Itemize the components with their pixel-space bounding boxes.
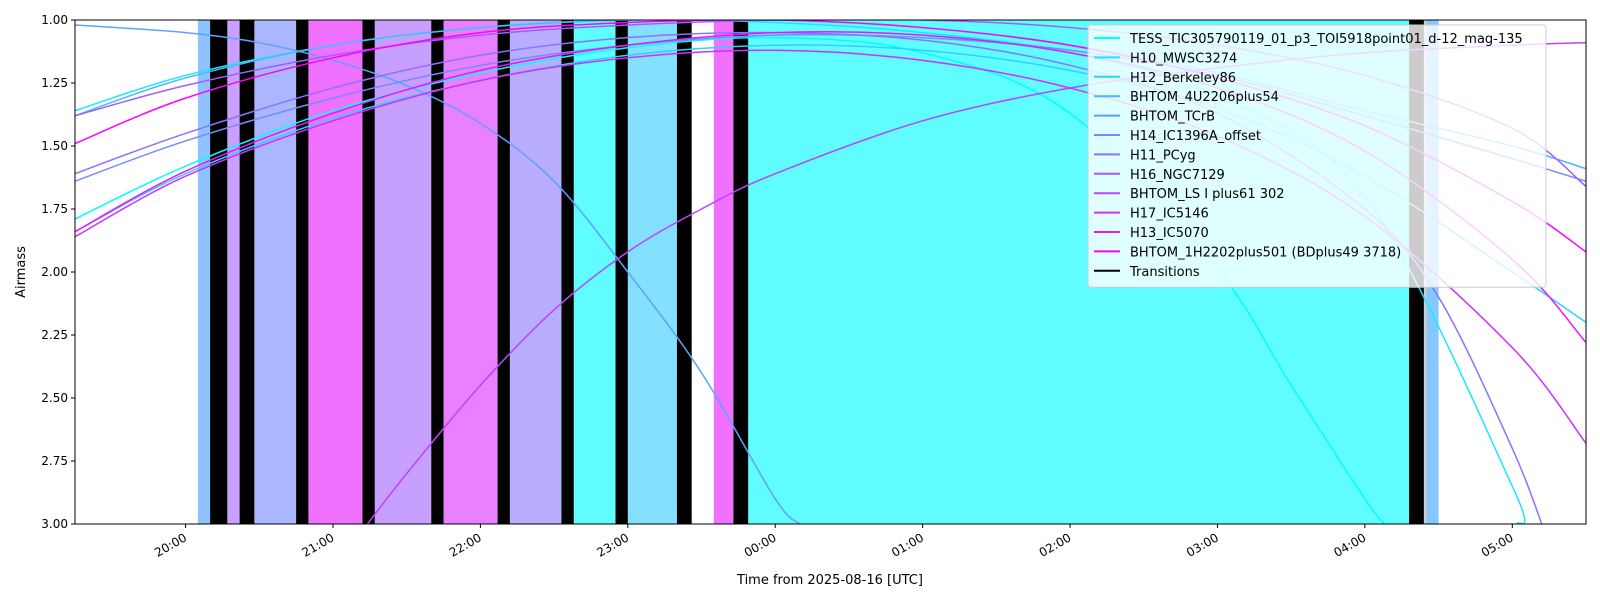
transition-bar-8 [676,20,692,524]
observation-block-3 [308,20,363,524]
x-tick-label-2: 22:00 [447,530,484,559]
transition-bar-6 [561,20,574,524]
legend-entry-12: Transitions [1129,265,1200,280]
x-tick-label-7: 03:00 [1184,530,1221,559]
legend-entry-2: H12_Berkeley86 [1130,71,1236,86]
legend-entry-11: BHTOM_1H2202plus501 (BDplus49 3718) [1130,245,1401,260]
y-tick-label-8: 3.00 [41,517,68,531]
transition-bar-7 [615,20,628,524]
x-tick-label-9: 05:00 [1479,530,1516,559]
observation-block-5 [443,20,498,524]
transition-bar-9 [733,20,749,524]
observation-block-9 [713,20,734,524]
y-axis-label: Airmass [14,246,29,298]
series-line-0 [75,36,1386,524]
legend-entry-5: H14_IC1396A_offset [1130,129,1261,144]
x-tick-label-4: 00:00 [742,530,779,559]
y-tick-label-6: 2.50 [41,391,68,405]
legend-entry-9: H17_IC5146 [1130,207,1209,222]
x-tick-label-6: 02:00 [1037,530,1074,559]
x-axis-ticks: 20:00 21:00 22:00 23:00 00:00 01:00 02:00 03:00… [152,524,1516,560]
observation-block-0 [197,20,211,524]
x-axis-label: Time from 2025-08-16 [UTC] [736,573,923,588]
transition-bar-5 [497,20,510,524]
x-tick-label-0: 20:00 [152,530,189,559]
y-tick-label-5: 2.25 [41,328,68,342]
transition-bar-4 [431,20,444,524]
observation-block-7 [573,20,616,524]
legend-entry-0: TESS_TIC305790119_01_p3_TOI5918point01_d… [1129,32,1523,47]
y-tick-label-2: 1.50 [41,139,68,153]
transition-bar-3 [362,20,375,524]
transition-bar-0 [210,20,228,524]
observation-block-8 [627,20,677,524]
observation-blocks [197,20,1439,524]
series-line-4 [75,24,801,524]
observation-block-1 [227,20,240,524]
x-tick-label-8: 04:00 [1331,530,1368,559]
x-tick-label-5: 01:00 [889,530,926,559]
legend-entry-1: H10_MWSC3274 [1130,51,1237,66]
y-axis-ticks: 1.00 1.25 1.50 1.75 2.00 2.25 2.50 2.75 3.00 [41,13,75,531]
legend-entry-8: BHTOM_LS I plus61 302 [1130,187,1285,202]
legend-entry-7: H16_NGC7129 [1130,168,1225,183]
y-tick-label-4: 2.00 [41,265,68,279]
y-tick-label-3: 1.75 [41,202,68,216]
y-tick-label-0: 1.00 [41,13,68,27]
observation-block-2 [254,20,297,524]
legend-box [1087,24,1547,288]
x-tick-label-1: 21:00 [300,530,337,559]
transition-bar-1 [239,20,255,524]
legend-entry-3: BHTOM_4U2206plus54 [1130,90,1279,105]
legend-entry-10: H13_IC5070 [1130,226,1209,241]
transition-bar-2 [296,20,309,524]
legend-entry-4: BHTOM_TCrB [1130,110,1215,125]
observation-block-6 [509,20,562,524]
y-tick-label-7: 2.75 [41,454,68,468]
legend: TESS_TIC305790119_01_p3_TOI5918point01_d… [1087,24,1547,288]
x-tick-label-3: 23:00 [594,530,631,559]
y-tick-label-1: 1.25 [41,76,68,90]
legend-entry-6: H11_PCyg [1130,148,1196,163]
